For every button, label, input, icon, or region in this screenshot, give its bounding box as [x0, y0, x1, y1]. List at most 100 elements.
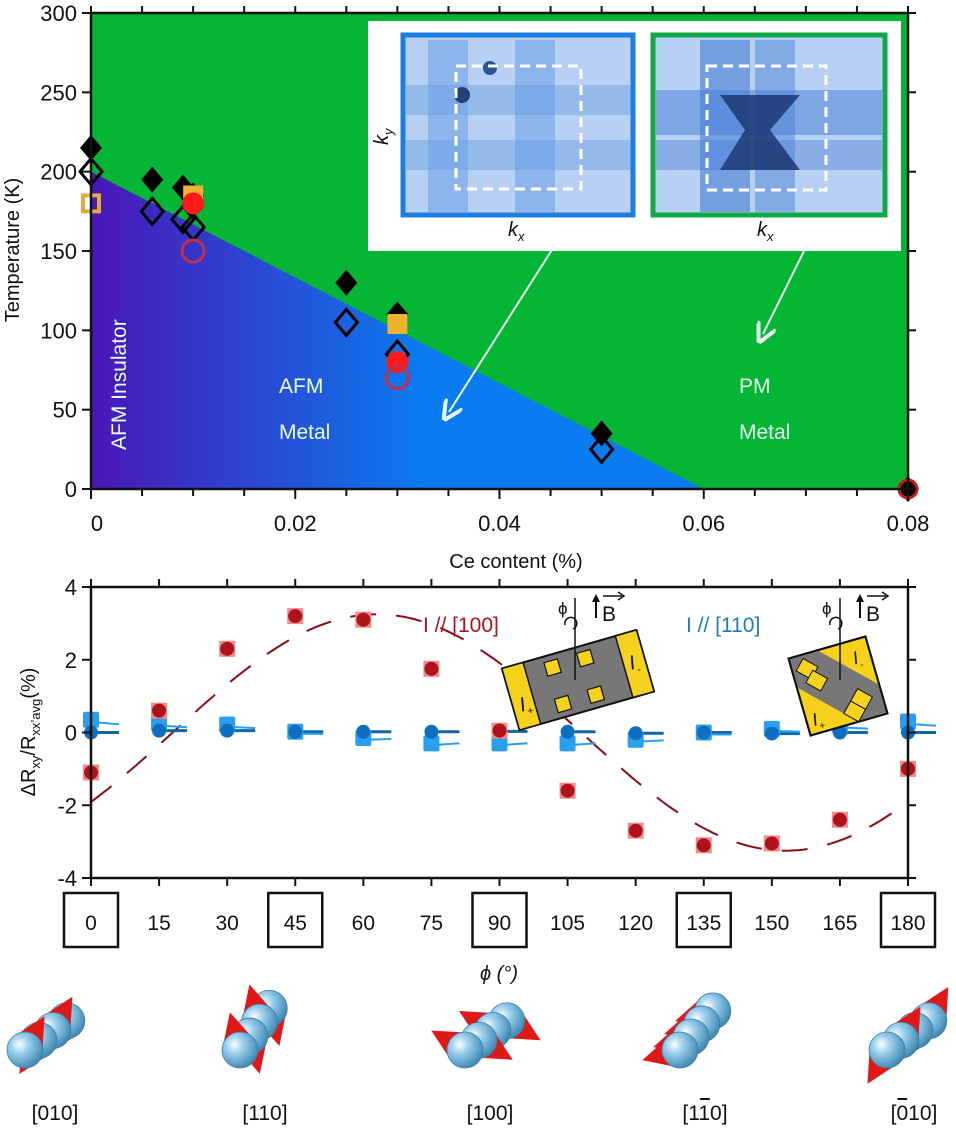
device-100-inset: I+ I- ϕ B	[500, 591, 656, 732]
top-y-tick-label: 150	[40, 239, 77, 264]
marker-open-diamond	[139, 196, 166, 227]
spin-chain-illustrations: [010] [110] [100] [110] [010]	[6, 984, 949, 1125]
bottom-y-axis-title: ΔRxy/Rxx’avg(%)	[18, 668, 43, 797]
arrow-to-pm-metal	[763, 244, 808, 334]
point-110-circle	[424, 724, 439, 739]
spin-chain-label: [110]	[242, 1102, 287, 1125]
point-110-circle	[560, 724, 575, 739]
top-y-tick-label: 0	[65, 477, 77, 502]
spin-chain-0: [010]	[6, 996, 86, 1125]
bottom-x-tick-label: 165	[822, 912, 857, 935]
atom-sphere	[221, 1031, 259, 1069]
arpes-inset: ky kx kx	[368, 21, 901, 251]
bottom-x-tick-label: 45	[284, 912, 307, 935]
device-110-phi: ϕ	[822, 599, 832, 618]
point-100-circle	[832, 812, 847, 827]
top-y-tick-label: 200	[40, 160, 77, 185]
point-100-circle	[152, 703, 167, 718]
marker-open-diamond	[169, 203, 196, 235]
region-afm	[91, 171, 704, 489]
afm-metal-map	[400, 32, 636, 218]
top-y-tick-label: 300	[40, 1, 77, 26]
top-x-tick-label: 0.06	[682, 511, 725, 536]
bottom-x-tick-label: 15	[147, 912, 170, 935]
spin-chain-135: [110]	[642, 992, 732, 1125]
top-x-axis-title: Ce content (%)	[449, 551, 582, 573]
device-110-field: B	[866, 603, 880, 626]
bottom-x-tick-label: 120	[618, 912, 653, 935]
spin-chain-label: [110]	[682, 1102, 727, 1125]
top-x-tick-label: 0	[91, 511, 103, 536]
bottom-x-tick-label: 75	[420, 912, 443, 935]
atom-sphere	[868, 1031, 906, 1069]
marker-open-circle	[180, 238, 206, 264]
region-label-pm-metal: Metal	[739, 421, 790, 444]
device-110-inset: I+ I- ϕ B	[787, 591, 890, 737]
point-110-circle	[152, 723, 167, 738]
marker-filled-diamond	[590, 420, 613, 447]
amr-series	[83, 608, 937, 854]
series-label-100: I // [100]	[423, 614, 499, 637]
boxed-tick-frame	[675, 891, 732, 949]
region-label-afm: AFM	[279, 375, 323, 398]
point-110-circle	[220, 723, 235, 738]
amr-chart: -4 -2 0 2 4 0 15 30 45 60 75 90 105 120 135 150 165 180 I…	[18, 575, 937, 985]
marker-filled-circle	[182, 192, 205, 215]
device-100-field: B	[602, 603, 616, 626]
spin-chain-label: [010]	[32, 1102, 79, 1125]
point-110-circle	[628, 726, 643, 741]
point-110-square	[491, 735, 508, 752]
marker-filled-diamond	[141, 166, 164, 193]
device-100-i-plus: I+	[517, 692, 536, 719]
region-labels: AFM Insulator AFM Metal PM Metal	[108, 319, 790, 450]
top-axes: 0 50 100 150 200 250 300 0 0.02 0.04 0.06 0.08	[40, 1, 929, 536]
marker-filled-square	[387, 313, 408, 334]
boxed-tick-frame	[267, 891, 324, 949]
point-100-circle	[220, 641, 235, 656]
bottom-y-tick-label: -2	[57, 793, 77, 818]
point-100-circle	[288, 609, 303, 624]
spin-chain-180: [010]	[867, 986, 949, 1125]
point-100-circle	[696, 838, 711, 853]
marker-open-diamond	[588, 434, 615, 465]
point-100-circle	[764, 836, 779, 851]
top-y-axis-title: Temperature (K)	[2, 178, 24, 323]
point-110-circle	[356, 724, 371, 739]
spin-chain-label: [010]	[891, 1102, 938, 1125]
bottom-x-tick-label: 135	[686, 912, 721, 935]
device-110-i-plus: I+	[810, 708, 827, 734]
bottom-x-tick-label: 180	[890, 912, 925, 935]
top-x-tick-label: 0.04	[478, 511, 521, 536]
top-y-tick-label: 50	[53, 398, 77, 423]
bottom-x-tick-label: 30	[215, 912, 238, 935]
point-100-circle	[492, 723, 507, 738]
device-110-i-minus: I-	[850, 647, 865, 673]
bottom-x-tick-label: 90	[488, 912, 511, 935]
device-100-phi: ϕ	[558, 599, 568, 618]
kx-label-right: kx	[757, 219, 774, 244]
point-100-circle	[356, 612, 371, 627]
bottom-x-tick-label: 105	[550, 912, 585, 935]
ky-label: ky	[371, 127, 396, 145]
phase-diagram: AFM Insulator AFM Metal PM Metal	[2, 1, 929, 573]
bottom-axes: -4 -2 0 2 4 0 15 30 45 60 75 90 105 120 135 150 165 180	[57, 575, 937, 949]
device-100-i-minus: I-	[627, 651, 643, 678]
bottom-x-tick-label: 60	[352, 912, 375, 935]
atom-sphere	[6, 1031, 44, 1069]
boxed-tick-frame	[879, 891, 937, 949]
top-x-tick-label: 0.08	[887, 511, 930, 536]
point-100-circle	[560, 783, 575, 798]
top-y-tick-label: 100	[40, 318, 77, 343]
atom-sphere	[446, 1031, 484, 1069]
point-100-circle	[628, 823, 643, 838]
region-label-afm-metal: Metal	[279, 421, 330, 444]
bottom-x-axis-title: ϕ (°)	[480, 963, 518, 985]
point-110-circle	[764, 726, 779, 741]
spin-chain-45: [110]	[221, 984, 288, 1125]
point-110-circle	[696, 725, 711, 740]
region-label-pm: PM	[739, 375, 771, 398]
arrow-to-afm-metal	[449, 244, 556, 412]
spin-chain-label: [100]	[467, 1102, 514, 1125]
point-110-square	[559, 735, 576, 752]
